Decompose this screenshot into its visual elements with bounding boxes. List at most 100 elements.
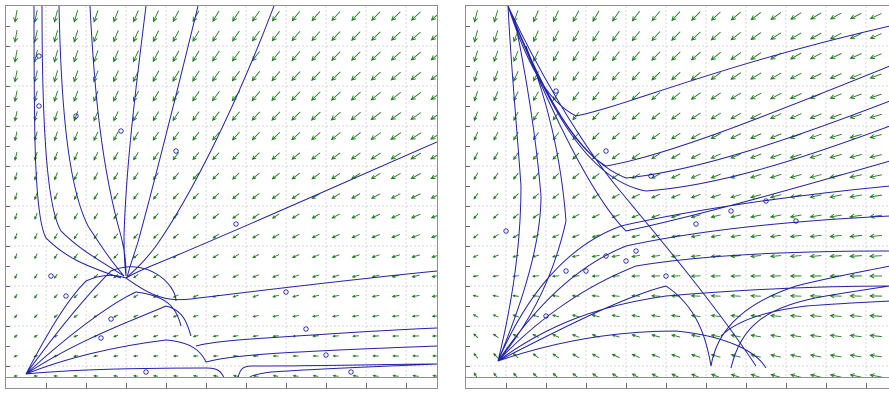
field-arrow [332, 294, 340, 298]
y-axis-tick [6, 46, 10, 47]
field-arrowhead [232, 36, 237, 42]
field-arrow [553, 10, 559, 22]
field-arrow [391, 152, 401, 160]
field-arrow [711, 173, 721, 179]
field-arrow [172, 111, 180, 121]
field-arrowhead [770, 353, 776, 358]
field-arrow [271, 51, 281, 61]
field-arrowhead [231, 56, 237, 62]
field-arrow [612, 10, 620, 22]
field-arrowhead [869, 353, 875, 359]
field-arrow [691, 112, 701, 120]
field-arrowhead [212, 374, 217, 378]
field-arrowhead [331, 195, 336, 199]
field-arrowhead [73, 116, 78, 122]
field-arrowhead [513, 36, 518, 43]
field-arrowhead [789, 134, 796, 140]
trajectory-marker [233, 221, 239, 227]
field-arrow [351, 193, 361, 199]
field-arrowhead [390, 55, 397, 61]
field-arrowhead [849, 293, 855, 299]
field-arrow [711, 112, 721, 120]
trajectory-curve [507, 6, 889, 117]
trajectory-markers [36, 53, 354, 375]
field-arrowhead [592, 36, 598, 42]
field-arrowhead [113, 96, 118, 102]
field-arrow [272, 10, 280, 22]
field-arrowhead [251, 135, 257, 141]
field-arrow [532, 314, 540, 318]
field-arrow [192, 192, 200, 200]
field-arrowhead [311, 254, 316, 259]
x-axis-tick [246, 383, 247, 388]
field-arrow [513, 152, 519, 160]
field-arrowhead [133, 116, 138, 122]
field-arrow [810, 374, 822, 378]
field-arrow [691, 11, 701, 21]
field-arrowhead [730, 194, 736, 199]
trajectories [497, 6, 889, 369]
field-arrowhead [710, 95, 716, 100]
field-arrow [352, 294, 360, 298]
field-arrow [790, 72, 802, 80]
field-arrowhead [53, 37, 58, 43]
field-arrowhead [551, 254, 556, 258]
field-arrowhead [790, 373, 796, 378]
field-arrowhead [849, 333, 855, 339]
field-arrowhead [73, 156, 78, 161]
field-arrow [311, 152, 321, 160]
field-arrow [592, 91, 600, 101]
field-arrowhead [809, 253, 815, 259]
field-arrowhead [172, 76, 178, 83]
phase-portrait-right [465, 5, 889, 389]
field-arrow [572, 71, 580, 81]
field-arrowhead [73, 37, 78, 43]
field-arrowhead [232, 255, 236, 259]
field-arrowhead [390, 35, 397, 41]
field-arrow [810, 113, 822, 119]
x-axis-tick [586, 383, 587, 388]
field-arrowhead [311, 274, 316, 278]
field-arrow [671, 354, 681, 358]
x-axis-strip-right [466, 377, 889, 388]
y-axis-tick [6, 306, 10, 307]
field-arrowhead [271, 95, 277, 102]
field-arrow [751, 354, 761, 358]
field-arrow [810, 174, 822, 178]
field-arrow [232, 253, 240, 259]
field-arrow [810, 52, 822, 60]
field-arrow [352, 315, 360, 317]
field-arrow [411, 71, 421, 81]
field-arrowhead [631, 214, 636, 219]
field-arrowhead [611, 155, 616, 160]
field-arrow [850, 113, 862, 119]
field-arrowhead [552, 16, 558, 23]
field-arrowhead [611, 135, 617, 140]
field-arrowhead [93, 136, 98, 142]
field-arrowhead [473, 56, 478, 63]
field-arrowhead [849, 14, 856, 20]
field-arrow [592, 10, 600, 22]
trajectory-marker [118, 128, 124, 134]
field-arrow [552, 193, 560, 199]
field-arrowhead [431, 274, 436, 279]
field-arrowhead [152, 334, 157, 338]
field-arrow [671, 51, 681, 61]
field-arrow [113, 10, 119, 22]
field-arrowhead [572, 16, 578, 23]
field-arrowhead [410, 95, 416, 101]
field-arrow [351, 11, 361, 21]
field-arrow [850, 93, 862, 99]
field-arrowhead [769, 134, 776, 139]
field-arrow [351, 91, 361, 101]
field-arrow [493, 10, 499, 22]
field-arrowhead [73, 216, 77, 220]
field-arrow [14, 151, 18, 161]
field-arrowhead [271, 36, 277, 42]
field-arrow [770, 153, 782, 159]
field-arrowhead [651, 95, 657, 101]
field-arrowhead [291, 115, 297, 121]
field-arrowhead [132, 96, 138, 102]
field-arrowhead [710, 114, 716, 120]
field-arrowhead [330, 115, 337, 121]
